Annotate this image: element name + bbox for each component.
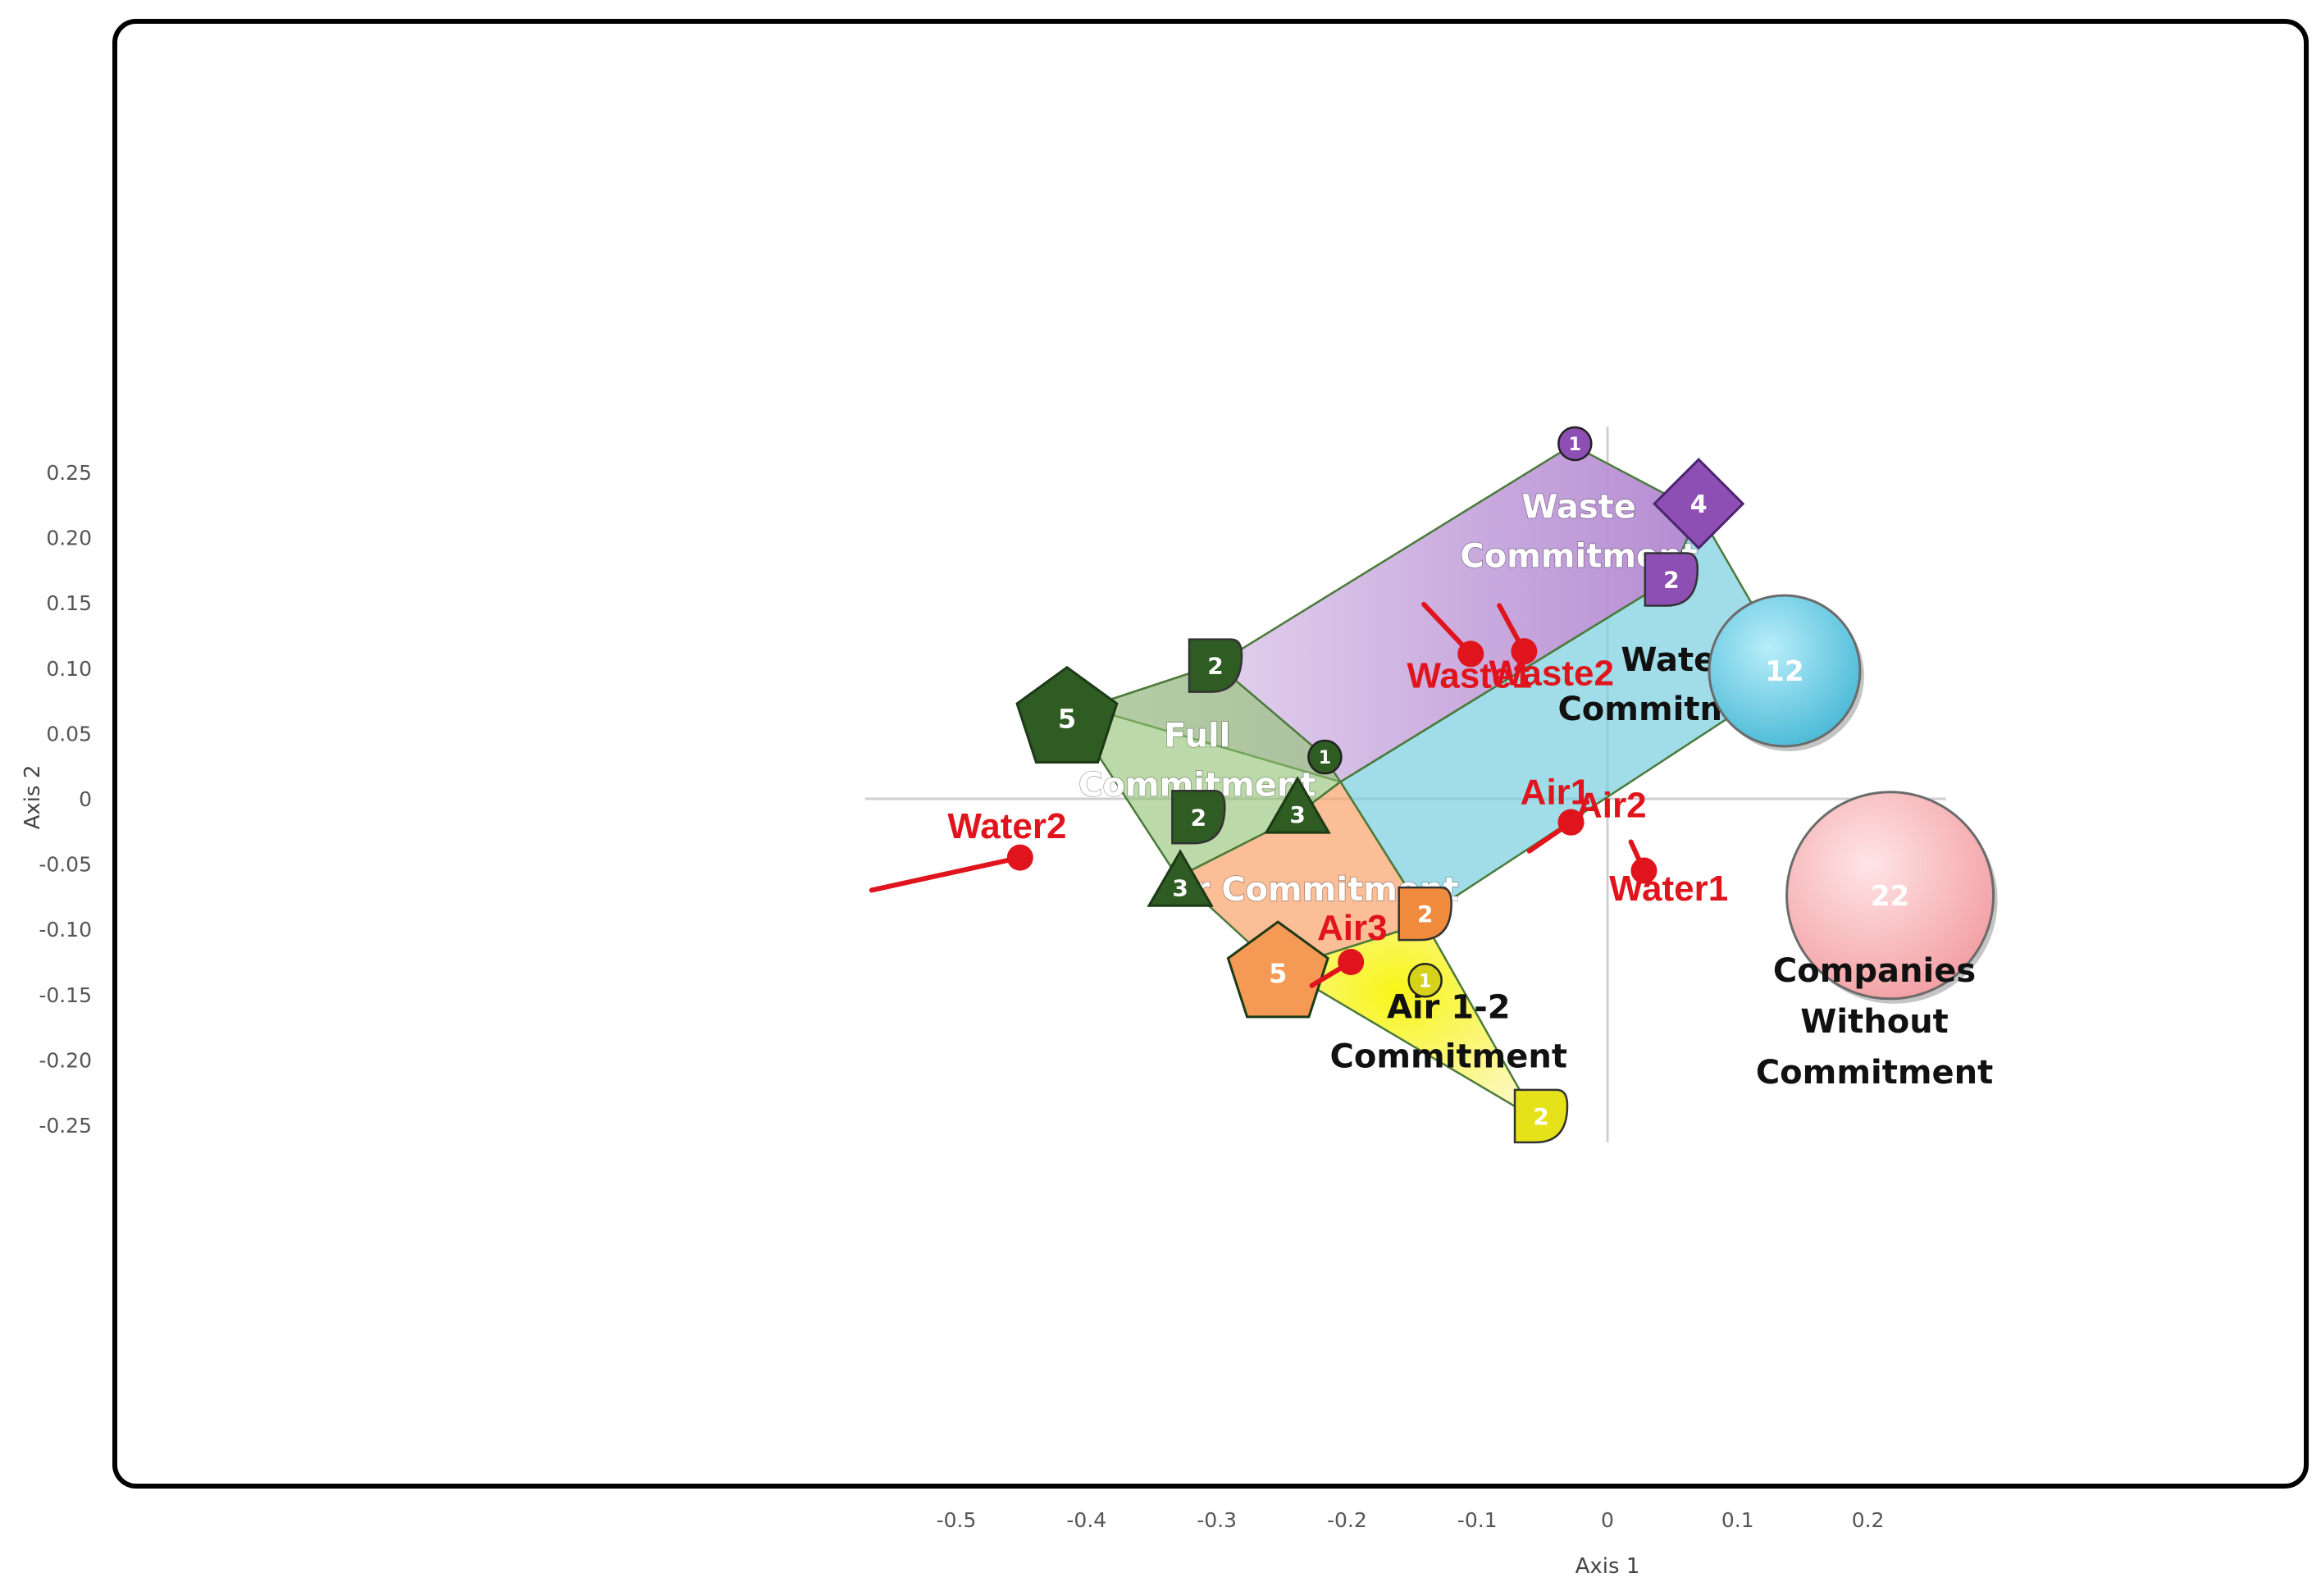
no-commitment-label-line: Without bbox=[1800, 1003, 1949, 1041]
y-tick-label: 0.05 bbox=[46, 722, 92, 746]
x-tick-label: -0.1 bbox=[1457, 1508, 1498, 1532]
marker-leaf-2: 2 bbox=[1398, 886, 1452, 942]
marker-diamond-4: 4 bbox=[1653, 458, 1745, 550]
x-tick-label: 0 bbox=[1601, 1508, 1614, 1532]
marker-label: 2 bbox=[1533, 1103, 1548, 1130]
y-tick-label: -0.25 bbox=[39, 1114, 92, 1138]
marker-circle-1: 1 bbox=[1557, 426, 1593, 462]
marker-circle-1: 1 bbox=[1307, 739, 1343, 775]
marker-pentagon-5: 5 bbox=[1226, 920, 1329, 1019]
region-label-line: Air 1-2 bbox=[1387, 988, 1511, 1026]
region-label-line: Waste bbox=[1521, 489, 1636, 527]
x-tick-label: 0.2 bbox=[1852, 1508, 1885, 1532]
x-tick-label: 0.1 bbox=[1721, 1508, 1754, 1532]
variable-waste2: Waste2 bbox=[1489, 603, 1614, 693]
marker-triangle-3: 3 bbox=[1147, 849, 1214, 907]
marker-leaf-2: 2 bbox=[1171, 790, 1226, 845]
variable-label: Air3 bbox=[1317, 908, 1388, 948]
variable-point bbox=[1557, 809, 1585, 836]
marker-bubble-22: 22 bbox=[1785, 791, 1998, 1004]
region-label-line: Full bbox=[1164, 717, 1230, 755]
region-label-air12: Air 1-2 Commitment bbox=[1330, 988, 1567, 1075]
x-axis-ticks: -0.5 -0.4 -0.3 -0.2 -0.1 0 0.1 0.2 bbox=[937, 1508, 1885, 1532]
y-axis-ticks: 0.25 0.20 0.15 0.10 0.05 0 -0.05 -0.10 -0.15 -0.2… bbox=[39, 461, 92, 1138]
variable-waste1: Waste1 bbox=[1407, 601, 1532, 696]
variable-water1: Water1 bbox=[1609, 839, 1728, 909]
marker-label: 12 bbox=[1765, 655, 1803, 688]
variable-label: Air1 bbox=[1521, 772, 1591, 812]
y-tick-label: 0.10 bbox=[46, 657, 92, 681]
marker-label: 22 bbox=[1871, 880, 1909, 913]
marker-label: 2 bbox=[1207, 653, 1223, 680]
marker-label: 1 bbox=[1419, 971, 1431, 992]
variable-label: Water1 bbox=[1609, 869, 1728, 909]
variable-point bbox=[1511, 638, 1538, 665]
x-tick-label: -0.2 bbox=[1327, 1508, 1367, 1532]
marker-pentagon-5: 5 bbox=[1015, 665, 1119, 764]
variable-label: Air2 bbox=[1576, 785, 1647, 825]
marker-label: 3 bbox=[1289, 801, 1305, 828]
no-commitment-label-line: Companies bbox=[1773, 952, 1976, 990]
marker-circle-1: 1 bbox=[1407, 963, 1443, 998]
marker-leaf-2: 2 bbox=[1188, 638, 1243, 693]
marker-bubble-12: 12 bbox=[1708, 594, 1864, 751]
y-tick-label: 0.15 bbox=[46, 591, 92, 615]
y-tick-label: 0 bbox=[79, 787, 92, 811]
variable-air3: Air3 bbox=[1309, 908, 1388, 988]
marker-label: 1 bbox=[1319, 748, 1331, 768]
extra-labels: Companies Without Commitment bbox=[1756, 952, 1993, 1092]
variable-point bbox=[1006, 844, 1033, 871]
region-label-line: Commitment bbox=[1330, 1037, 1567, 1075]
marker-leaf-2: 2 bbox=[1644, 552, 1699, 607]
variable-point bbox=[1338, 949, 1365, 975]
variable-label: Waste1 bbox=[1407, 656, 1531, 696]
x-axis-title: Axis 1 bbox=[1575, 1554, 1640, 1579]
no-commitment-label-line: Commitment bbox=[1756, 1054, 1993, 1092]
y-axis-title: Axis 2 bbox=[21, 765, 45, 830]
marker-label: 3 bbox=[1172, 874, 1188, 901]
y-tick-label: -0.05 bbox=[39, 853, 92, 877]
marker-label: 5 bbox=[1269, 958, 1287, 989]
y-tick-label: 0.20 bbox=[46, 527, 92, 550]
y-tick-label: 0.25 bbox=[46, 461, 92, 485]
variable-label: Waste2 bbox=[1489, 653, 1613, 693]
marker-label: 5 bbox=[1058, 704, 1076, 735]
variable-air2: Air2 bbox=[1557, 785, 1647, 836]
marker-leaf-2: 2 bbox=[1513, 1088, 1569, 1144]
marker-triangle-3: 3 bbox=[1264, 776, 1331, 834]
no-commitment-label: Companies Without Commitment bbox=[1756, 952, 1993, 1092]
marker-label: 2 bbox=[1417, 901, 1433, 928]
marker-label: 1 bbox=[1569, 435, 1581, 455]
y-tick-label: -0.10 bbox=[39, 918, 92, 942]
variable-water2: Water2 bbox=[869, 806, 1066, 893]
marker-label: 2 bbox=[1191, 804, 1206, 831]
variable-point bbox=[1457, 641, 1484, 668]
y-tick-label: -0.20 bbox=[39, 1048, 92, 1072]
x-tick-label: -0.3 bbox=[1197, 1508, 1237, 1532]
y-tick-label: -0.15 bbox=[39, 983, 92, 1007]
marker-label: 4 bbox=[1690, 490, 1708, 519]
x-tick-label: -0.4 bbox=[1066, 1508, 1106, 1532]
variable-label: Water2 bbox=[947, 806, 1066, 846]
variable-point bbox=[1630, 857, 1658, 884]
variable-line bbox=[869, 855, 1023, 893]
marker-label: 2 bbox=[1663, 567, 1679, 594]
x-tick-label: -0.5 bbox=[937, 1508, 977, 1532]
